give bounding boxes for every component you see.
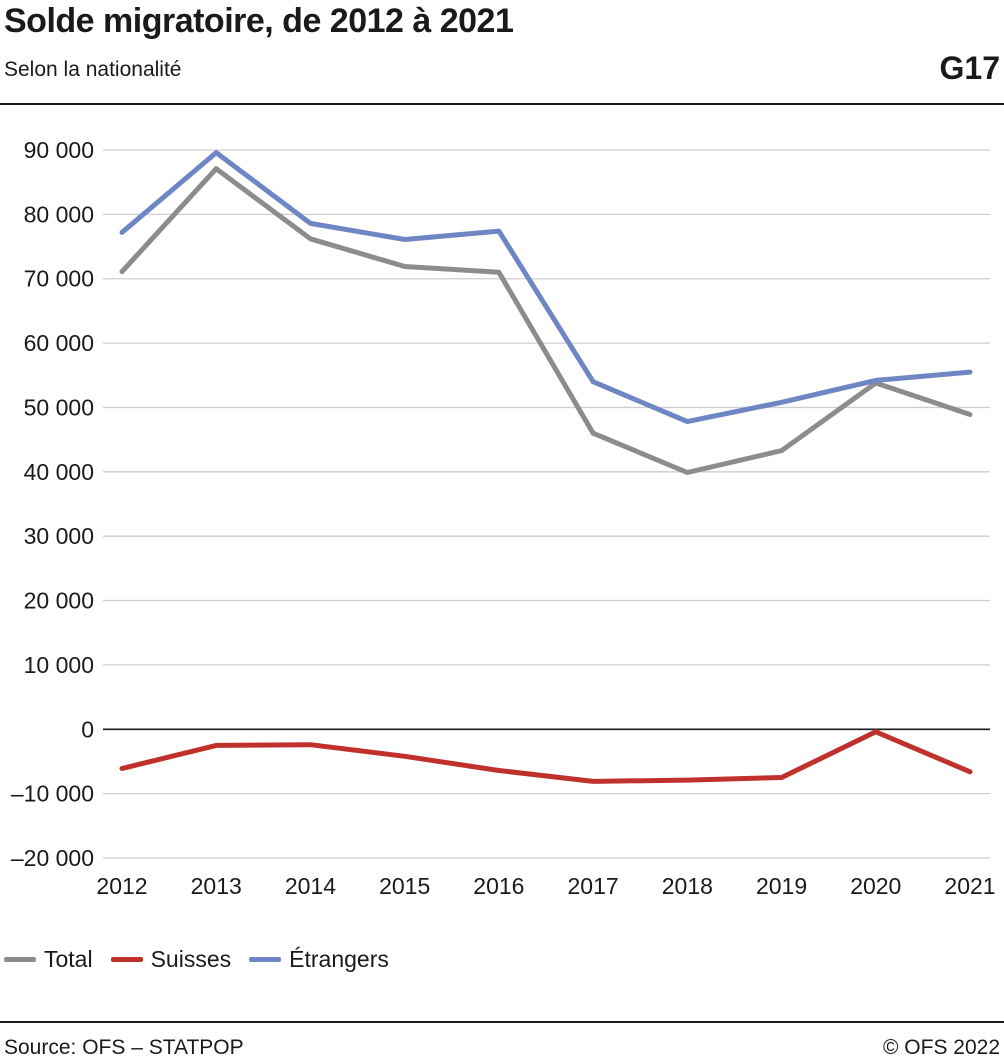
y-axis-tick-labels: 90 000 80 000 70 000 60 000 50 000 40 000 30 0…	[11, 137, 94, 871]
legend: Total Suisses Étrangers	[4, 946, 407, 973]
source-note: Source: OFS – STATPOP	[4, 1036, 244, 1059]
series-line-total	[119, 166, 973, 475]
line-chart: 90 000 80 000 70 000 60 000 50 000 40 000 30 0…	[11, 137, 996, 899]
x-tick-label: 2016	[473, 873, 524, 899]
y-tick-label: 40 000	[24, 459, 94, 485]
series-line-étrangers	[119, 150, 973, 425]
y-tick-label: 30 000	[24, 523, 94, 549]
series-line-suisses	[119, 729, 973, 784]
x-tick-label: 2018	[662, 873, 713, 899]
y-tick-label: 50 000	[24, 394, 94, 420]
y-tick-label: –10 000	[11, 781, 94, 807]
legend-item: Suisses	[110, 946, 232, 973]
y-tick-label: 0	[81, 716, 94, 742]
legend-label: Étrangers	[289, 946, 389, 972]
y-tick-label: 80 000	[24, 201, 94, 227]
legend-item: Étrangers	[249, 946, 389, 973]
legend-item: Total	[4, 946, 93, 973]
grid-lines	[103, 149, 990, 859]
copyright-note: © OFS 2022	[882, 1036, 1000, 1059]
x-tick-label: 2017	[568, 873, 619, 899]
y-tick-label: 70 000	[24, 266, 94, 292]
chart-code: G17	[939, 50, 1000, 86]
legend-swatch	[249, 957, 282, 962]
y-tick-label: 90 000	[24, 137, 94, 163]
x-tick-label: 2021	[944, 873, 995, 899]
y-tick-label: –20 000	[11, 845, 94, 871]
chart-title: Solde migratoire, de 2012 à 2021	[4, 2, 514, 40]
x-tick-label: 2012	[96, 873, 147, 899]
y-tick-label: 10 000	[24, 652, 94, 678]
x-tick-label: 2014	[285, 873, 336, 899]
y-tick-label: 60 000	[24, 330, 94, 356]
x-tick-label: 2020	[850, 873, 901, 899]
x-tick-label: 2013	[191, 873, 242, 899]
y-tick-label: 20 000	[24, 588, 94, 614]
legend-swatch	[110, 957, 143, 962]
series-lines	[119, 150, 973, 784]
top-rule	[0, 103, 1004, 105]
chart-subtitle: Selon la nationalité	[4, 58, 182, 81]
legend-label: Suisses	[150, 946, 232, 972]
x-axis-tick-labels: 2012 2013 2014 2015 2016 2017 2018 2019 2020 2021	[96, 873, 995, 899]
x-tick-label: 2019	[756, 873, 807, 899]
bottom-rule	[0, 1021, 1004, 1023]
legend-swatch	[4, 957, 36, 962]
x-tick-label: 2015	[379, 873, 430, 899]
legend-label: Total	[44, 946, 93, 972]
